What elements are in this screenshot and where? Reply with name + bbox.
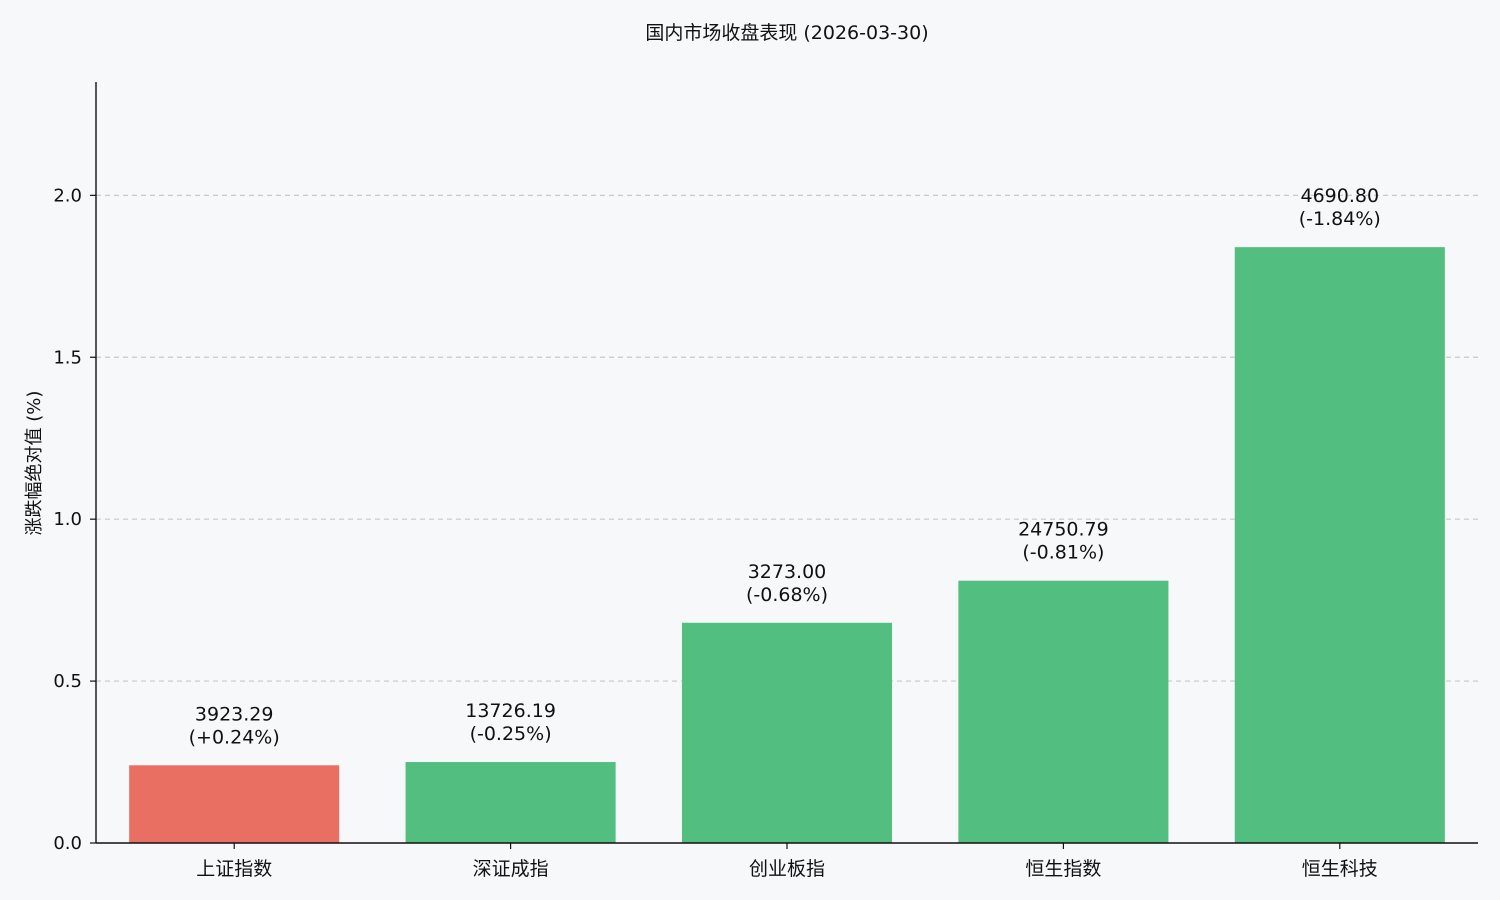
data-label-close: 13726.19 — [465, 700, 556, 722]
data-label-close: 24750.79 — [1018, 519, 1109, 541]
x-tick-label: 深证成指 — [473, 858, 549, 880]
data-labels: 3923.29(+0.24%)13726.19(-0.25%)3273.00(-… — [189, 185, 1381, 748]
data-label-close: 3923.29 — [195, 703, 274, 725]
chart-title: 国内市场收盘表现 (2026-03-30) — [645, 22, 928, 44]
bars — [129, 247, 1445, 843]
x-tick-label: 创业板指 — [749, 858, 825, 880]
y-axis-label: 涨跌幅绝对值 (%) — [24, 391, 45, 536]
x-tick-label: 恒生指数 — [1025, 858, 1101, 880]
data-label-change: (-0.81%) — [1022, 542, 1104, 564]
x-tick-label: 恒生科技 — [1302, 858, 1378, 880]
bar — [1234, 247, 1445, 843]
bar — [681, 622, 893, 843]
data-label-change: (-0.25%) — [470, 723, 552, 745]
bar — [958, 580, 1169, 843]
x-tick-label: 上证指数 — [196, 858, 272, 880]
axes: 0.0 0.5 1.0 1.5 2.0 上证指数 深证成指 创业板指 恒生指数 恒生科技 — [53, 82, 1478, 880]
y-tick-label: 1.0 — [53, 509, 82, 530]
bar — [129, 765, 340, 843]
y-tick-label: 2.0 — [53, 185, 82, 206]
y-tick-label: 0.0 — [53, 833, 82, 854]
y-tick-label: 1.5 — [53, 347, 82, 368]
bar — [405, 762, 616, 843]
data-label-change: (-0.68%) — [746, 584, 828, 606]
data-label-close: 4690.80 — [1301, 185, 1380, 207]
data-label-close: 3273.00 — [748, 561, 827, 583]
data-label-change: (-1.84%) — [1299, 208, 1381, 230]
y-tick-label: 0.5 — [53, 671, 82, 692]
data-label-change: (+0.24%) — [189, 726, 280, 748]
